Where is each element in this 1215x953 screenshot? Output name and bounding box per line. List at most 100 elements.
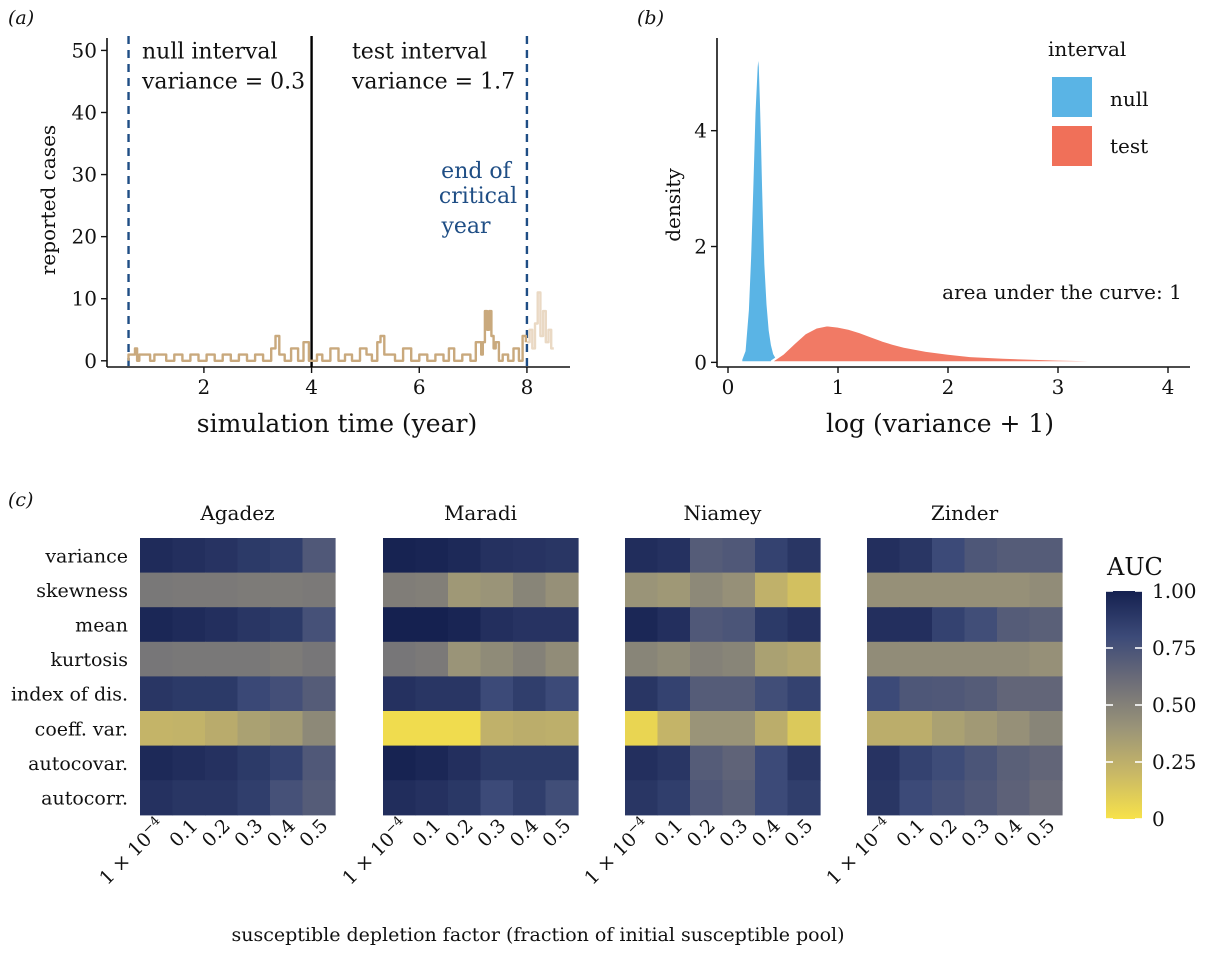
heatmap-cell bbox=[690, 572, 724, 608]
heatmap-xtick: 1 × 10−4 bbox=[821, 813, 897, 889]
heatmap-cell bbox=[415, 641, 449, 677]
heatmap-cell bbox=[270, 572, 304, 608]
heatmap-cell bbox=[1029, 780, 1063, 816]
heatmap-cell bbox=[899, 711, 933, 747]
heatmap-cell bbox=[513, 538, 547, 574]
heatmap-cell bbox=[755, 711, 789, 747]
heatmap-cell bbox=[787, 676, 821, 712]
panel-a-annotation-test-line1: test interval bbox=[352, 39, 487, 64]
heatmap-facet-title: Agadez bbox=[199, 501, 274, 525]
heatmap-cell bbox=[867, 607, 901, 643]
heatmap-cell bbox=[237, 607, 271, 643]
legend-swatch-test bbox=[1052, 126, 1092, 166]
density-area-null bbox=[740, 53, 779, 364]
heatmap-cell bbox=[302, 641, 336, 677]
heatmap-cell bbox=[997, 780, 1031, 816]
heatmap-cell bbox=[657, 641, 691, 677]
heatmap-xtick-label: 0.1 bbox=[165, 815, 202, 852]
heatmap-cell bbox=[140, 780, 174, 816]
panel-b-ylabel: density bbox=[661, 168, 685, 242]
heatmap-cell bbox=[964, 711, 998, 747]
heatmap-facet-title: Zinder bbox=[931, 501, 999, 525]
heatmap-cell bbox=[237, 745, 271, 781]
heatmap-cell bbox=[270, 607, 304, 643]
panel-b-xtick-label: 1 bbox=[832, 375, 845, 399]
heatmap-cell bbox=[480, 538, 514, 574]
heatmap-cell bbox=[545, 780, 579, 816]
heatmap-cell bbox=[787, 572, 821, 608]
heatmap-cell bbox=[302, 607, 336, 643]
colorbar-tick-label: 1.00 bbox=[1152, 579, 1197, 603]
heatmap-cell bbox=[787, 607, 821, 643]
heatmap-cell bbox=[690, 711, 724, 747]
heatmap-xtick: 0.1 bbox=[650, 815, 687, 852]
heatmap-xtick-label: 0.1 bbox=[408, 815, 445, 852]
heatmap-cell bbox=[1029, 641, 1063, 677]
heatmap-xtick-exponent: −4 bbox=[866, 813, 890, 837]
heatmap-cell bbox=[140, 745, 174, 781]
heatmap-xtick: 0.2 bbox=[925, 815, 962, 852]
heatmap-cell bbox=[140, 711, 174, 747]
heatmap-cell bbox=[867, 572, 901, 608]
heatmap-xtick-label: 1 × 10−4 bbox=[579, 813, 655, 889]
heatmap-cell bbox=[415, 538, 449, 574]
panel-a-ylabel: reported cases bbox=[36, 125, 60, 275]
panel-b-ytick-label: 2 bbox=[694, 235, 707, 259]
heatmap-row-label: skewness bbox=[36, 580, 128, 602]
heatmap-xtick: 0.5 bbox=[295, 815, 332, 852]
heatmap-cell bbox=[270, 676, 304, 712]
panel-c-label: (c) bbox=[8, 489, 33, 511]
heatmap-cell bbox=[690, 538, 724, 574]
heatmap-cell bbox=[964, 572, 998, 608]
panel-a-cases-series-faded bbox=[526, 291, 554, 350]
heatmap-cell bbox=[205, 607, 239, 643]
panel-b-plot: 0 2 4 0 1 2 3 4 bbox=[694, 38, 1192, 399]
heatmap-row-label: autocovar. bbox=[28, 753, 128, 775]
heatmap-cell bbox=[932, 745, 966, 781]
heatmap-xtick-label: 0.2 bbox=[925, 815, 962, 852]
heatmap-cell bbox=[383, 745, 417, 781]
heatmap-cell bbox=[545, 641, 579, 677]
heatmap-cell bbox=[932, 676, 966, 712]
heatmap-xtick-exponent: −4 bbox=[624, 813, 648, 837]
heatmap-cell bbox=[690, 641, 724, 677]
heatmap-cell bbox=[205, 641, 239, 677]
heatmap-cell bbox=[625, 572, 659, 608]
heatmap-cell bbox=[545, 745, 579, 781]
panel-a-xtick-label: 4 bbox=[305, 375, 318, 399]
legend-label-null: null bbox=[1110, 87, 1149, 111]
heatmap-xtick: 1 × 10−4 bbox=[94, 813, 170, 889]
legend-label-test: test bbox=[1110, 134, 1148, 158]
panel-b-xtick-label: 0 bbox=[722, 375, 735, 399]
heatmap-cell bbox=[964, 745, 998, 781]
heatmap-cell bbox=[1029, 676, 1063, 712]
panel-c: (c) variance skewness mean kurtosis index of… bbox=[8, 489, 1197, 946]
panel-b-auc-text: area under the curve: 1 bbox=[942, 280, 1182, 304]
heatmap-xtick: 0.5 bbox=[780, 815, 817, 852]
heatmap-cell bbox=[722, 607, 756, 643]
colorbar-tick-label: 0.25 bbox=[1152, 750, 1197, 774]
heatmap-cell bbox=[625, 538, 659, 574]
heatmap-cell bbox=[755, 745, 789, 781]
heatmap-cell bbox=[448, 641, 482, 677]
heatmap-cell bbox=[302, 538, 336, 574]
heatmap-cell bbox=[787, 780, 821, 816]
panel-b: (b) 0 2 4 0 1 2 3 4 interval null test area und… bbox=[637, 7, 1192, 438]
heatmap-cell bbox=[787, 538, 821, 574]
heatmap-cell bbox=[1029, 572, 1063, 608]
heatmap-cell bbox=[480, 711, 514, 747]
heatmap-cell bbox=[237, 641, 271, 677]
heatmap-cell bbox=[415, 607, 449, 643]
heatmap-cell bbox=[545, 572, 579, 608]
panel-a-ytick-label: 30 bbox=[72, 163, 97, 187]
heatmap-cell bbox=[383, 572, 417, 608]
heatmap-cell bbox=[140, 538, 174, 574]
heatmap-facet-title: Niamey bbox=[684, 501, 763, 525]
heatmap-cell bbox=[787, 641, 821, 677]
heatmap-cell bbox=[997, 607, 1031, 643]
heatmap-cell bbox=[270, 711, 304, 747]
heatmap-xtick: 1 × 10−4 bbox=[579, 813, 655, 889]
heatmap-cell bbox=[480, 745, 514, 781]
heatmap-xtick: 0.4 bbox=[990, 815, 1027, 852]
panel-a-ytick-label: 20 bbox=[72, 225, 97, 249]
